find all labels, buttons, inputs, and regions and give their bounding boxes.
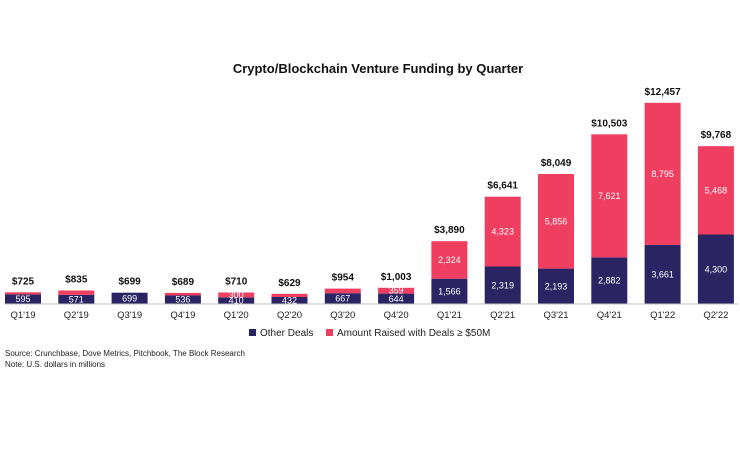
total-label-3: $689 — [172, 277, 195, 288]
segment-label-other-deals-0: 595 — [15, 294, 30, 304]
bar-other-deals-2 — [111, 292, 148, 304]
bar-other-deals-13 — [697, 234, 734, 304]
total-label-0: $725 — [12, 276, 35, 287]
segment-label-other-deals-2: 699 — [122, 293, 137, 303]
segment-label-other-deals-4: 410 — [229, 296, 244, 306]
segment-label-other-deals-8: 1,566 — [438, 286, 461, 296]
bar-large-deals-12 — [644, 102, 681, 245]
total-label-6: $954 — [332, 273, 355, 284]
total-label-5: $629 — [278, 278, 301, 289]
bar-other-deals-11 — [591, 257, 628, 304]
segment-label-large-deals-8: 2,324 — [438, 255, 461, 265]
chart-title: Crypto/Blockchain Venture Funding by Qua… — [233, 61, 523, 76]
total-label-13: $9,768 — [701, 130, 732, 141]
x-tick-label-13: Q2'22 — [703, 310, 728, 321]
bar-large-deals-10 — [538, 174, 574, 269]
legend: Other Deals Amount Raised with Deals ≥ $… — [249, 328, 490, 339]
x-tick-label-9: Q2'21 — [490, 310, 515, 321]
units-note: Note: U.S. dollars in millions — [5, 360, 106, 369]
total-label-9: $6,641 — [487, 181, 518, 192]
total-label-2: $699 — [118, 277, 141, 288]
source-note: Source: Crunchbase, Dove Metrics, Pitchb… — [5, 349, 245, 358]
segment-label-other-deals-7: 644 — [389, 294, 404, 304]
bar-other-deals-10 — [538, 268, 574, 304]
bar-large-deals-7 — [378, 287, 415, 294]
segment-label-large-deals-7: 359 — [389, 286, 404, 296]
total-label-11: $10,503 — [591, 118, 628, 129]
legend-swatch-other-deals — [249, 329, 256, 336]
x-tick-label-5: Q2'20 — [277, 310, 302, 321]
bar-large-deals-3 — [164, 292, 201, 296]
total-label-1: $835 — [65, 275, 88, 286]
x-tick-label-11: Q4'21 — [597, 310, 622, 321]
segment-label-other-deals-3: 536 — [175, 295, 190, 305]
total-label-7: $1,003 — [381, 272, 412, 283]
x-tick-label-2: Q3'19 — [117, 310, 142, 321]
total-label-12: $12,457 — [645, 87, 682, 98]
segment-label-large-deals-11: 7,621 — [598, 191, 621, 201]
x-tick-label-1: Q2'19 — [64, 310, 89, 321]
legend-label-large-deals: Amount Raised with Deals ≥ $50M — [337, 328, 490, 339]
bar-large-deals-13 — [697, 146, 734, 235]
segment-label-large-deals-9: 4,323 — [491, 227, 514, 237]
legend-swatch-large-deals — [326, 329, 333, 336]
x-tick-label-7: Q4'20 — [384, 310, 409, 321]
total-label-8: $3,890 — [434, 225, 465, 236]
segment-label-other-deals-6: 667 — [335, 294, 350, 304]
bar-large-deals-4 — [218, 292, 255, 298]
bar-large-deals-8 — [431, 241, 468, 279]
bar-large-deals-11 — [591, 134, 628, 258]
segment-label-large-deals-4: 300 — [229, 290, 244, 300]
segment-label-other-deals-1: 571 — [69, 294, 84, 304]
bar-other-deals-7 — [378, 293, 415, 304]
bar-other-deals-1 — [58, 294, 95, 304]
x-tick-labels: Q1'19 Q2'19 Q3'19 Q4'19 Q1'20 Q2'20 Q3'20 Q4'20… — [10, 310, 728, 321]
x-tick-label-3: Q4'19 — [170, 310, 195, 321]
bar-other-deals-12 — [644, 244, 681, 304]
x-tick-label-8: Q1'21 — [437, 310, 462, 321]
x-tick-label-0: Q1'19 — [10, 310, 35, 321]
segment-label-other-deals-13: 4,300 — [705, 264, 728, 274]
x-tick-label-10: Q3'21 — [543, 310, 568, 321]
bar-other-deals-8 — [431, 278, 468, 304]
segment-label-other-deals-12: 3,661 — [651, 269, 674, 279]
bar-other-deals-5 — [271, 297, 308, 304]
x-tick-label-12: Q1'22 — [650, 310, 675, 321]
bar-other-deals-6 — [324, 293, 361, 304]
bar-large-deals-5 — [271, 293, 308, 297]
segment-label-other-deals-10: 2,193 — [545, 281, 568, 291]
total-label-4: $710 — [225, 277, 248, 288]
segment-label-other-deals-11: 2,882 — [598, 276, 621, 286]
bar-other-deals-0 — [5, 294, 41, 304]
legend-label-other-deals: Other Deals — [260, 328, 313, 339]
x-tick-label-6: Q3'20 — [330, 310, 355, 321]
bar-other-deals-9 — [484, 266, 521, 304]
segment-label-other-deals-9: 2,319 — [491, 280, 514, 290]
segment-label-large-deals-12: 8,795 — [651, 169, 674, 179]
bar-large-deals-9 — [484, 196, 521, 267]
bar-large-deals-1 — [58, 290, 95, 295]
bar-large-deals-0 — [5, 292, 41, 295]
bar-large-deals-6 — [324, 288, 361, 294]
bar-other-deals-4 — [218, 297, 255, 304]
bar-other-deals-3 — [164, 295, 201, 304]
x-tick-label-4: Q1'20 — [224, 310, 249, 321]
segment-label-other-deals-5: 432 — [282, 296, 297, 306]
segment-label-large-deals-13: 5,468 — [705, 185, 728, 195]
total-label-10: $8,049 — [541, 158, 572, 169]
segment-label-large-deals-10: 5,856 — [545, 216, 568, 226]
